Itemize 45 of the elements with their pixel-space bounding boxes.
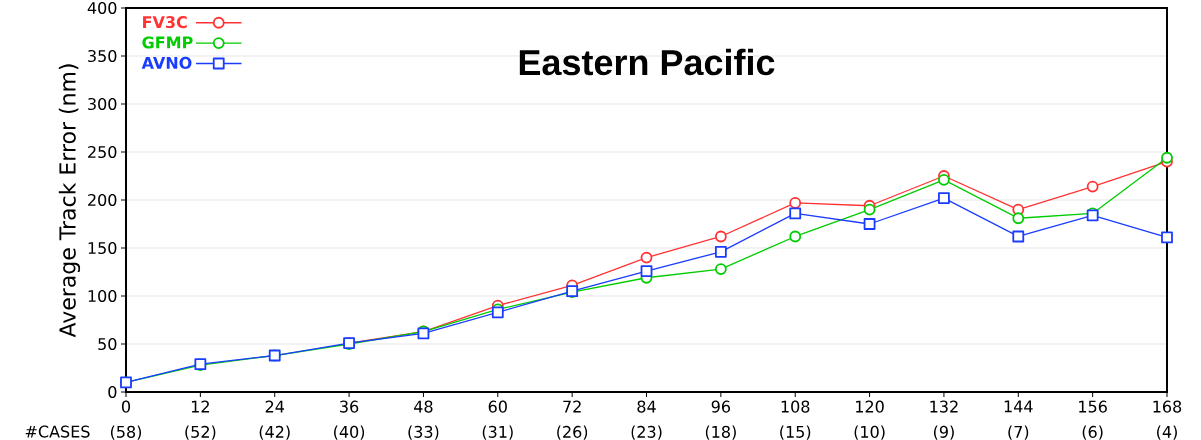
text: (23)	[631, 425, 662, 440]
y-tick-label: 250	[88, 145, 117, 159]
y-tick-label: 350	[88, 49, 117, 63]
x-tick-label: 144	[1004, 400, 1033, 413]
text: (4)	[1157, 425, 1177, 440]
y-tick-label: 200	[88, 193, 117, 207]
text: Eastern Pacific	[519, 48, 775, 76]
text: (31)	[482, 425, 513, 440]
x-tick-label: 72	[563, 400, 581, 413]
y-axis-title: Average Track Error (nm)	[58, 64, 81, 338]
text: (33)	[408, 425, 439, 440]
x-tick-label: 0	[121, 400, 131, 413]
legend-label: GFMP	[142, 36, 193, 49]
text: (18)	[705, 425, 736, 440]
x-tick-label: 84	[637, 400, 656, 413]
text: (15)	[780, 425, 811, 440]
text: (40)	[334, 425, 365, 440]
y-tick-label: 50	[98, 337, 117, 351]
y-tick-label: 100	[88, 289, 117, 303]
text: (26)	[557, 425, 588, 440]
x-tick-label: 60	[488, 400, 507, 413]
legend-label: AVNO	[141, 56, 192, 69]
x-tick-label: 24	[265, 400, 284, 413]
x-tick-label: 12	[191, 400, 209, 413]
x-tick-label: 120	[856, 400, 884, 413]
text: (58)	[110, 425, 142, 440]
x-tick-label: 156	[1079, 400, 1107, 413]
x-tick-label: 36	[340, 400, 359, 413]
x-tick-label: 96	[711, 400, 731, 413]
text: (42)	[259, 425, 290, 440]
x-tick-label: 132	[930, 400, 958, 413]
text: (10)	[854, 425, 885, 440]
y-tick-label: 150	[88, 241, 117, 255]
x-tick-label: 108	[781, 400, 810, 413]
text: (7)	[1008, 425, 1029, 440]
legend-label: FV3C	[143, 16, 187, 29]
y-tick-label: 0	[108, 385, 117, 399]
y-tick-label: 300	[88, 97, 117, 111]
y-tick-label: 400	[87, 1, 117, 15]
x-tick-label: 48	[414, 400, 433, 413]
text: (6)	[1082, 425, 1103, 440]
text: (9)	[933, 425, 954, 440]
text: #CASES	[25, 425, 90, 438]
text: (52)	[185, 425, 216, 440]
x-tick-label: 168	[1153, 400, 1182, 413]
